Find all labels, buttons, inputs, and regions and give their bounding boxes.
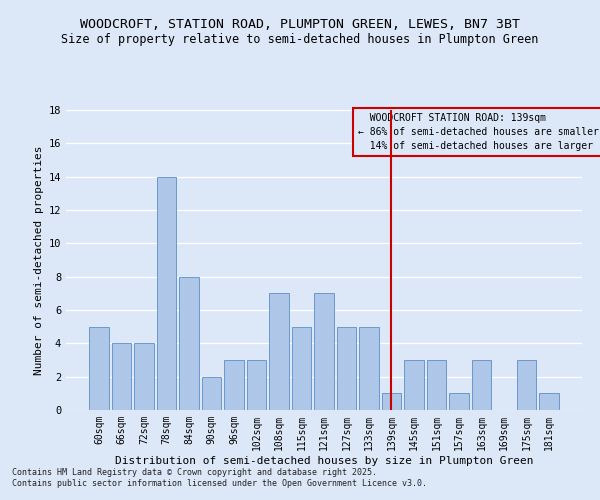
Bar [89, 326, 109, 410]
Bar [404, 360, 424, 410]
Bar [134, 344, 154, 410]
Bar [539, 394, 559, 410]
Bar [382, 394, 401, 410]
Bar [247, 360, 266, 410]
Bar [472, 360, 491, 410]
Bar [157, 176, 176, 410]
Bar [359, 326, 379, 410]
Bar [292, 326, 311, 410]
Y-axis label: Number of semi-detached properties: Number of semi-detached properties [34, 145, 44, 375]
Bar [202, 376, 221, 410]
Bar [269, 294, 289, 410]
Bar [449, 394, 469, 410]
Text: Size of property relative to semi-detached houses in Plumpton Green: Size of property relative to semi-detach… [61, 32, 539, 46]
Text: WOODCROFT STATION ROAD: 139sqm
← 86% of semi-detached houses are smaller (71)
  : WOODCROFT STATION ROAD: 139sqm ← 86% of … [358, 113, 600, 151]
Text: Contains HM Land Registry data © Crown copyright and database right 2025.
Contai: Contains HM Land Registry data © Crown c… [12, 468, 427, 487]
Bar [517, 360, 536, 410]
Bar [337, 326, 356, 410]
Bar [314, 294, 334, 410]
Text: WOODCROFT, STATION ROAD, PLUMPTON GREEN, LEWES, BN7 3BT: WOODCROFT, STATION ROAD, PLUMPTON GREEN,… [80, 18, 520, 30]
Bar [427, 360, 446, 410]
Bar [112, 344, 131, 410]
Bar [179, 276, 199, 410]
Bar [224, 360, 244, 410]
X-axis label: Distribution of semi-detached houses by size in Plumpton Green: Distribution of semi-detached houses by … [115, 456, 533, 466]
